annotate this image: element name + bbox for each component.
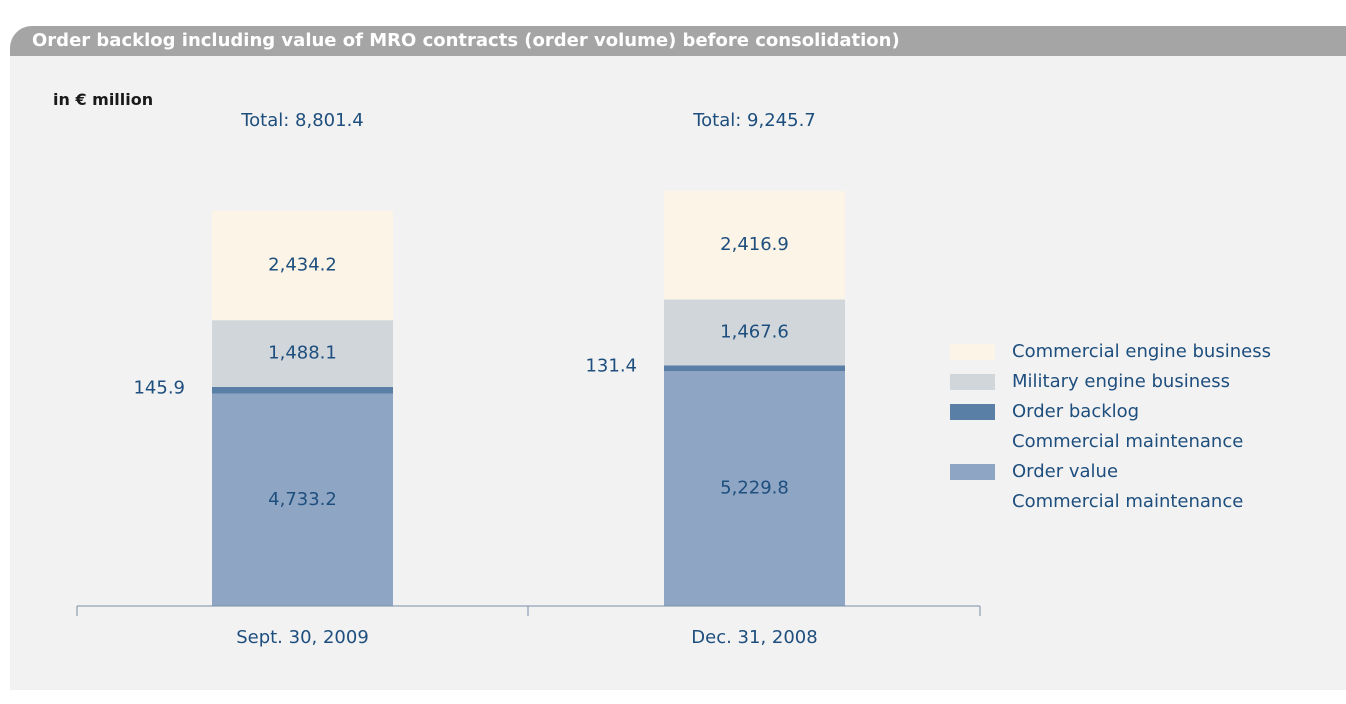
chart-title: Order backlog including value of MRO con… [32,30,900,51]
legend-swatch [950,344,995,360]
legend-swatch [950,464,995,480]
x-tick-label: Sept. 30, 2009 [236,627,369,648]
value-label: 2,434.2 [268,255,337,276]
legend-item: Military engine business [950,367,1271,397]
bar-segment [664,371,845,606]
value-label: 131.4 [585,355,637,376]
bar-segment [664,365,845,372]
legend-label: Military engine business [1012,371,1230,392]
value-label: 4,733.2 [268,489,337,510]
legend-label: Commercial engine business [1012,341,1271,362]
total-label: Total: 8,801.4 [240,110,364,131]
bar-segment [212,210,393,321]
bar-segment [664,191,845,300]
legend-swatch [950,374,995,390]
bar-segment [212,393,393,606]
legend-item: Order backlog Commercial maintenance [950,397,1271,457]
x-tick-label: Dec. 31, 2008 [691,627,817,648]
bar-segment [212,386,393,394]
bar-segment [212,320,393,387]
chart-subtitle: in € million [53,90,154,109]
value-label: 1,467.6 [720,321,789,342]
total-label: Total: 9,245.7 [692,110,816,131]
legend: Commercial engine business Military engin… [950,337,1271,517]
value-label: 145.9 [133,377,185,398]
value-label: 1,488.1 [268,343,337,364]
legend-label: Order backlog Commercial maintenance [1012,401,1244,452]
legend-swatch [950,404,995,420]
value-label: 5,229.8 [720,478,789,499]
header-bar [10,26,1346,56]
legend-item: Commercial engine business [950,337,1271,367]
value-label: 2,416.9 [720,234,789,255]
legend-label: Order value Commercial maintenance [1012,461,1244,512]
bar-segment [664,299,845,366]
legend-item: Order value Commercial maintenance [950,457,1271,517]
